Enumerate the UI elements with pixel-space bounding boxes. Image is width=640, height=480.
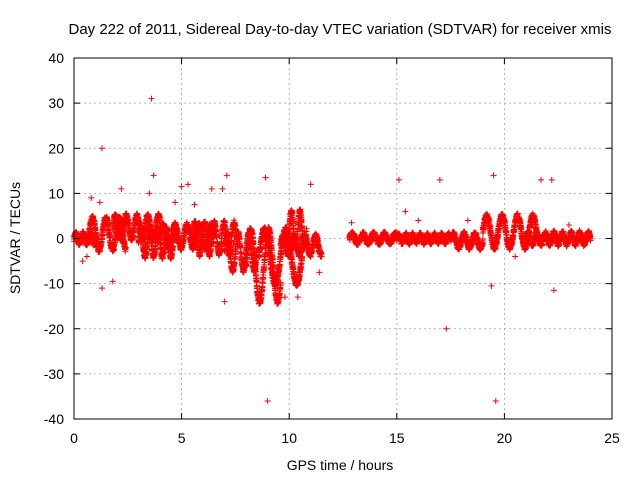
- data-points: [71, 95, 594, 404]
- chart-title: Day 222 of 2011, Sidereal Day-to-day VTE…: [69, 21, 612, 38]
- scatter-point: [122, 244, 129, 251]
